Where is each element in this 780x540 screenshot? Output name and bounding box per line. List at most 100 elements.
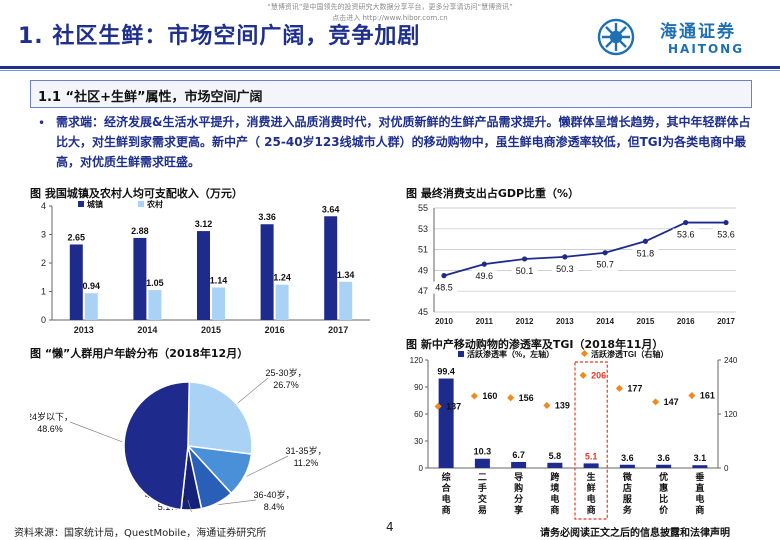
logo-name-en: HAITONG: [668, 42, 745, 56]
tgi-marker: [579, 371, 587, 379]
slice-pct-label: 48.6%: [37, 424, 63, 434]
slice-pct-label: 26.7%: [273, 380, 299, 390]
y-tick-label: 53: [418, 224, 428, 234]
slice-label: 36-40岁，: [253, 489, 294, 500]
y-tick-label-left: 90: [414, 383, 423, 392]
bar-penetration: [583, 463, 599, 468]
x-tick-label: 2014: [596, 317, 614, 326]
legend-swatch: [138, 201, 144, 207]
tgi-marker: [652, 398, 660, 406]
x-tick-char: 电: [587, 493, 596, 504]
page-number: 4: [386, 520, 394, 534]
bar-penetration: [511, 461, 527, 468]
leader-line: [218, 499, 257, 505]
x-tick-char: 垂: [695, 471, 704, 482]
x-tick-char: 综: [442, 471, 451, 482]
y-tick-label-left: 0: [419, 464, 424, 473]
bar-rural: [84, 293, 98, 320]
data-point: [683, 219, 689, 226]
data-label: 50.7: [596, 260, 614, 270]
bar-rural: [148, 290, 162, 320]
data-label: 51.8: [637, 248, 655, 258]
data-label: 53.6: [677, 230, 695, 240]
x-tick-label: 2016: [677, 317, 695, 326]
leader-line: [237, 377, 269, 404]
lazy-age-pie-chart: 25-30岁，26.7%31-35岁，11.2%36-40岁，8.4%41岁以上…: [30, 367, 327, 513]
watermark-line-1: “慧博资讯”是中国领先的投资研究大数据分享平台，更多分享请访问“慧博资讯”: [267, 3, 513, 11]
label-background: [511, 264, 538, 277]
x-tick-char: 商: [442, 504, 451, 515]
leader-line: [69, 421, 123, 443]
x-tick-label: 2014: [137, 325, 157, 335]
x-tick-char: 商: [695, 504, 704, 515]
x-tick-char: 商: [550, 504, 559, 515]
x-tick-char: 微: [622, 471, 633, 482]
x-tick-char: 比: [659, 493, 668, 504]
data-point: [723, 219, 729, 226]
x-tick-char: 服: [623, 494, 633, 504]
data-label: 1.05: [146, 278, 164, 288]
legend-swatch-bar: [458, 351, 464, 357]
consumption-gdp-line-chart: 45 47 49 51 53 55 2010 2011 2012 2013 2014 2015 2016…: [418, 203, 739, 326]
x-tick-char: 生: [587, 471, 596, 482]
data-point: [562, 254, 568, 260]
tgi-label: 206: [591, 370, 606, 380]
tgi-label: 160: [482, 391, 497, 401]
data-label: 50.1: [516, 266, 534, 276]
series-line: [443, 221, 726, 277]
legend-swatch: [78, 201, 84, 207]
bar-urban: [260, 224, 274, 320]
legend-label-tgi: 活跃渗透TGI（右轴）: [591, 350, 668, 359]
data-label: 49.6: [476, 271, 494, 281]
x-tick-char: 价: [659, 505, 669, 515]
x-tick-char: 导: [514, 472, 523, 482]
section-heading-box: [30, 80, 752, 108]
data-label: 53.6: [717, 230, 735, 240]
data-point: [642, 238, 649, 244]
data-point: [441, 273, 447, 279]
slice-label: 31-35岁，: [285, 445, 326, 456]
source-note: 资料来源：国家统计局，QuestMobile，海通证券研究所: [14, 528, 267, 539]
tgi-marker: [507, 394, 515, 402]
bar-label: 3.6: [657, 453, 670, 463]
tgi-label: 137: [446, 401, 461, 411]
label-background: [431, 281, 457, 294]
disclaimer: 请务必阅读正文之后的信息披露和法律声明: [540, 528, 730, 539]
x-tick-char: 惠: [659, 482, 668, 493]
tgi-label: 156: [519, 393, 534, 403]
y-tick-label: 4: [41, 201, 46, 211]
y-tick-label-left: 120: [410, 356, 424, 365]
fig1-title: 图 我国城镇及农村人均可支配收入（万元）: [30, 187, 243, 200]
bar-rural: [339, 281, 353, 320]
data-label: 3.12: [195, 219, 213, 229]
demand-paragraph: 需求端：经济发展&生活水平提升，消费进入品质消费时代，对优质新鲜的生鲜产品需求提…: [56, 115, 751, 169]
label-background: [713, 228, 739, 241]
section-title: 1.1 “社区+生鲜”属性，市场空间广阔: [38, 90, 263, 105]
x-tick-char: 务: [623, 504, 633, 515]
x-tick-char: 鲜: [587, 482, 596, 493]
label-background: [592, 258, 619, 271]
x-tick-char: 手: [478, 482, 487, 493]
bar-urban: [133, 237, 147, 320]
slice-pct-label: 8.4%: [264, 502, 285, 512]
x-tick-char: 电: [442, 493, 451, 504]
data-label: 1.14: [210, 276, 228, 286]
data-label: 0.94: [83, 281, 101, 291]
data-point: [521, 256, 528, 262]
data-point: [481, 261, 487, 267]
y-tick-label: 51: [418, 245, 428, 255]
x-tick-label: 2017: [328, 325, 348, 335]
title-divider: [0, 66, 780, 69]
y-tick-label-right: 120: [724, 410, 738, 419]
y-tick-label-left: 30: [414, 437, 423, 446]
x-tick-label: 2011: [476, 317, 494, 326]
bar-label: 10.3: [474, 447, 492, 457]
tgi-label: 147: [664, 397, 679, 407]
legend-label-bar: 活跃渗透率（%，左轴）: [467, 350, 554, 359]
bar-penetration: [619, 464, 635, 468]
y-tick-label: 45: [418, 307, 428, 317]
x-tick-char: 电: [550, 493, 559, 504]
y-tick-label-right: 0: [724, 464, 729, 473]
y-tick-label: 1: [41, 287, 46, 297]
